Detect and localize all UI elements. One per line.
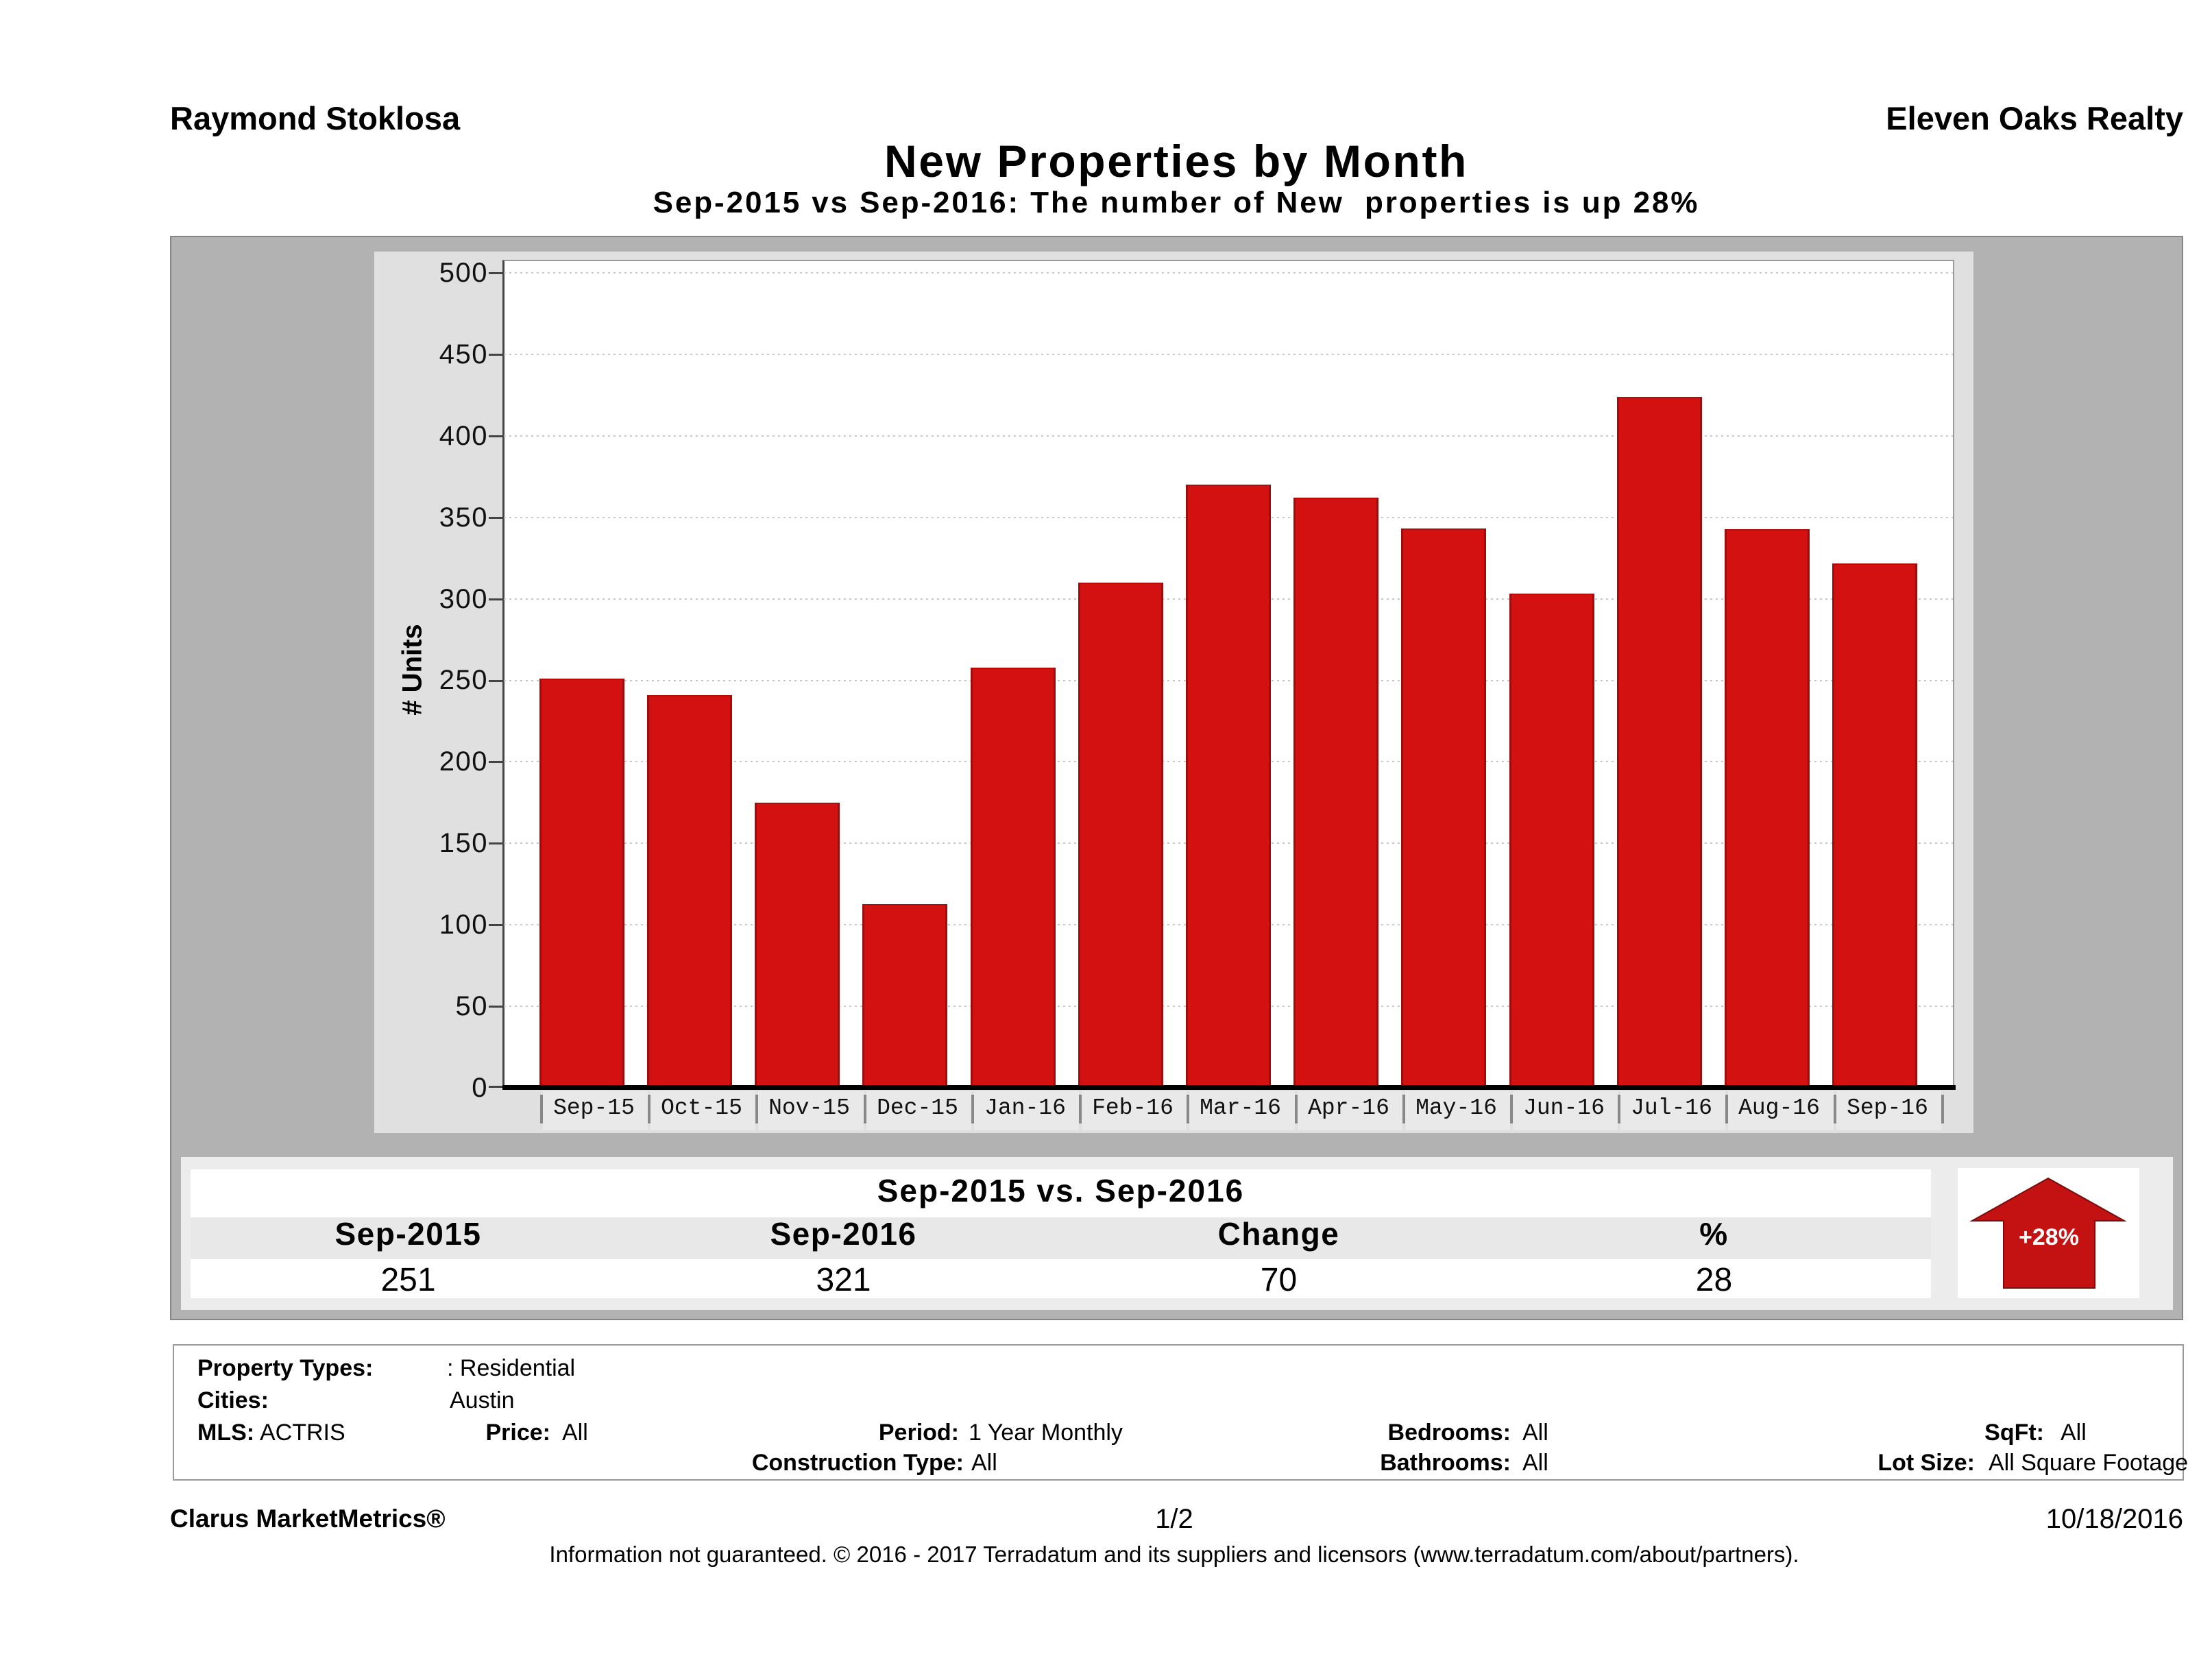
svg-text:+28%: +28%	[2019, 1224, 2079, 1250]
